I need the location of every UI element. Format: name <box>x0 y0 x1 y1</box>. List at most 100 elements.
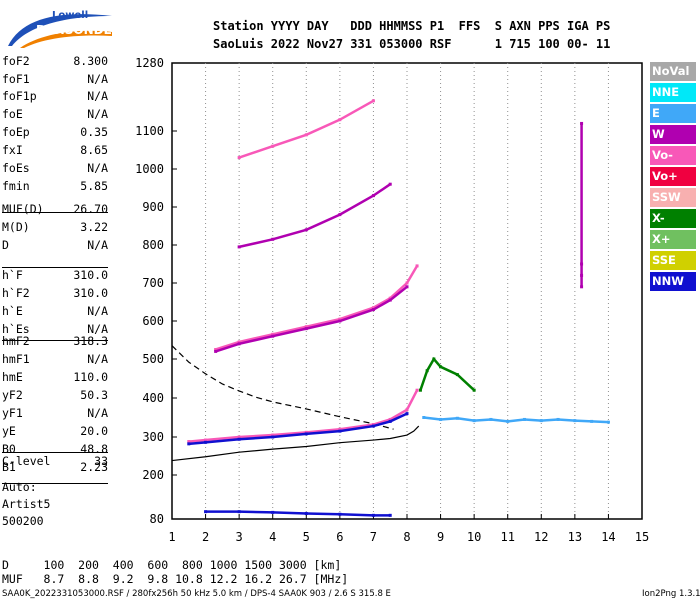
param-value: 20.0 <box>80 424 108 438</box>
param-row: yF2 50.3 <box>2 388 108 406</box>
legend-item: W <box>650 125 696 144</box>
file-info: SAA0K_2022331053000.RSF / 280fx256h 50 k… <box>2 589 391 599</box>
param-name: D <box>2 238 9 252</box>
param-name: h`E <box>2 304 23 318</box>
param-value: 5.85 <box>80 179 108 193</box>
echo-point <box>237 342 241 346</box>
autoscaler-name: Artist5 <box>2 497 51 511</box>
x-tick-label: 2 <box>202 530 209 544</box>
legend-item: Vo- <box>650 146 696 165</box>
echo-point <box>204 510 208 514</box>
echo-point <box>422 416 426 419</box>
legend-item: NNW <box>650 272 696 291</box>
echo-point <box>405 285 409 289</box>
echo-point <box>304 430 308 434</box>
y-tick-label: 80 <box>150 512 164 526</box>
param-row: hmE 110.0 <box>2 370 108 388</box>
param-value: 8.65 <box>80 143 108 157</box>
header-line-1: Station YYYY DAY DDD HHMMSS P1 FFS S AXN… <box>213 19 611 33</box>
x-tick-label: 6 <box>336 530 343 544</box>
param-value: 310.0 <box>73 268 108 282</box>
trace-series <box>171 425 420 462</box>
param-row: foF1p N/A <box>2 89 108 107</box>
y-tick-label: 700 <box>142 276 164 290</box>
param-name: hmF1 <box>2 352 30 366</box>
y-tick-label: 1100 <box>135 124 164 138</box>
echo-point <box>237 156 241 160</box>
x-tick-label: 5 <box>303 530 310 544</box>
param-row: yE 20.0 <box>2 424 108 442</box>
echo-point <box>388 296 392 300</box>
echo-point <box>338 427 342 431</box>
echo-point <box>304 325 308 329</box>
y-tick-label: 400 <box>142 391 164 405</box>
echo-point <box>455 373 459 377</box>
trace-series <box>215 285 408 353</box>
echo-point <box>204 438 208 442</box>
echo-point <box>338 317 342 321</box>
echo-point <box>237 510 241 514</box>
param-name: hmF2 <box>2 334 30 348</box>
param-name: B1 <box>2 460 16 474</box>
param-value: N/A <box>87 89 108 103</box>
trace-series <box>215 265 419 351</box>
x-tick-label: 9 <box>437 530 444 544</box>
echo-point <box>580 273 584 277</box>
param-name: yE <box>2 424 16 438</box>
param-name: fmin <box>2 179 30 193</box>
param-value: 26.70 <box>73 202 108 216</box>
echo-point <box>439 365 443 369</box>
echo-point <box>580 262 584 266</box>
y-tick-label: 1280 <box>135 56 164 70</box>
param-name: h`Es <box>2 322 30 336</box>
x-tick-label: 13 <box>568 530 582 544</box>
x-tick-label: 14 <box>601 530 615 544</box>
echo-point <box>573 419 577 423</box>
legend-item: Vo+ <box>650 167 696 186</box>
param-name: foEp <box>2 125 30 139</box>
param-name: yF1 <box>2 406 23 420</box>
echo-point <box>237 340 241 344</box>
echo-point <box>388 182 392 186</box>
param-value: N/A <box>87 107 108 121</box>
echo-point <box>371 99 375 103</box>
echo-point <box>388 419 392 423</box>
trace-series <box>238 99 375 159</box>
echo-point <box>304 512 308 515</box>
logo-lowell-text: Lowell <box>52 10 89 21</box>
logo-digisonde-text: DIGISONDE <box>36 23 112 37</box>
param-row: foEp 0.35 <box>2 125 108 143</box>
param-name: fxI <box>2 143 23 157</box>
echo-point <box>271 144 275 148</box>
legend-item: NoVal <box>650 62 696 81</box>
echo-point <box>432 357 436 361</box>
muf-row: MUF 8.7 8.8 9.2 9.8 10.8 12.2 16.2 26.7 … <box>2 572 349 586</box>
legend-item: SSW <box>650 188 696 207</box>
echo-point <box>472 388 476 392</box>
param-value: N/A <box>87 322 108 336</box>
param-separator <box>2 483 108 484</box>
y-tick-label: 500 <box>142 352 164 366</box>
echo-point <box>338 429 342 433</box>
echo-point <box>271 334 275 338</box>
echo-point <box>506 419 510 423</box>
param-row: h`F2 310.0 <box>2 286 108 304</box>
param-value: N/A <box>87 406 108 420</box>
param-value: 8.300 <box>73 54 108 68</box>
echo-point <box>415 388 419 392</box>
y-tick-label: 800 <box>142 238 164 252</box>
header-line-2: SaoLuis 2022 Nov27 331 053000 RSF 1 715 … <box>213 37 611 51</box>
echo-point <box>371 306 375 310</box>
echo-point <box>338 512 342 516</box>
param-name: M(D) <box>2 220 30 234</box>
echo-point <box>204 440 208 444</box>
y-tick-label: 200 <box>142 468 164 482</box>
echo-point <box>237 245 241 249</box>
legend-item: X+ <box>650 230 696 249</box>
echo-point <box>489 417 493 421</box>
echo-point <box>271 332 275 336</box>
echo-point <box>214 349 218 353</box>
x-tick-label: 12 <box>534 530 548 544</box>
legend-item: X- <box>650 209 696 228</box>
autoscaler-version: 500200 <box>2 514 44 528</box>
